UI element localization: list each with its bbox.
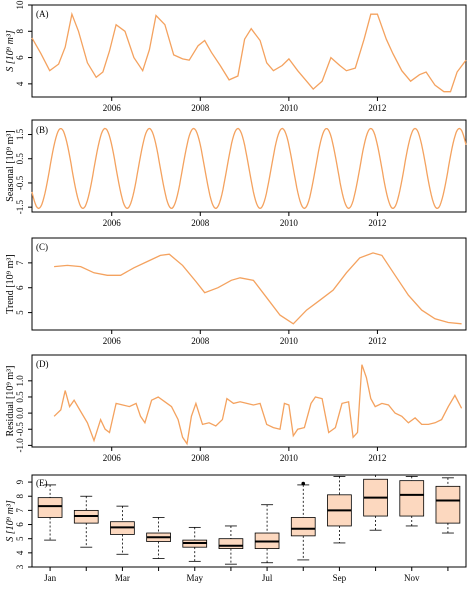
panel-d-label: (D): [36, 359, 49, 369]
box-iqr-nov: [399, 480, 425, 517]
panel-a-ylabel: S [10⁹ m³]: [5, 30, 16, 72]
panel-a-xticks: 2006 2008 2010 2012: [103, 97, 386, 113]
x-tick-label: 2010: [280, 453, 299, 463]
panel-c-label: (C): [36, 242, 48, 252]
x-tick-label: 2008: [191, 218, 210, 228]
panel-e-xticks: Jan Mar May Jul Sep Nov: [44, 567, 449, 583]
box-iqr-aug: [290, 517, 316, 537]
panel-a-frame: [31, 4, 467, 98]
panel-a-yticks: 4 6 8 10: [15, 0, 32, 86]
panel-e-ylabel: S [10⁹ m³]: [5, 500, 16, 542]
y-tick-label: 7: [15, 508, 25, 513]
x-tick-label: Nov: [404, 573, 420, 583]
panel-d-xticks: 2006 2008 2010 2012: [103, 447, 386, 463]
y-tick-label: 4: [15, 81, 25, 86]
x-tick-label: 2012: [368, 218, 386, 228]
panel-a: (A) S [10⁹ m³] 4 6 8 10 2006 2008 2010 2012: [5, 0, 467, 113]
panel-c-yticks: 5 6 7: [15, 260, 32, 315]
y-tick-label: 4: [15, 550, 25, 555]
y-tick-label: 1.0: [15, 375, 25, 387]
panel-d-yticks: -1.0-0.5 0.0 0.5 1.0: [15, 375, 32, 453]
x-tick-label: May: [187, 573, 204, 583]
box-iqr-jun: [218, 538, 244, 550]
y-tick-label: -0.5: [15, 422, 25, 437]
y-tick-label: -1.0: [15, 438, 25, 453]
x-tick-label: 2010: [280, 218, 299, 228]
panel-b: (B) Seasonal [10⁹ m³] -1.5 -0.5 0.5 1.5 200…: [5, 119, 467, 228]
y-tick-label: 6: [15, 285, 25, 290]
y-tick-label: 5: [15, 310, 25, 315]
panel-e: (E) S [10⁹ m³] 3 4 5 6 7 8 9 Jan Mar May Jul Sep No…: [5, 474, 467, 583]
panel-b-series-line: [31, 127, 467, 210]
panel-b-frame: [31, 119, 467, 213]
panel-e-frame: [31, 474, 467, 568]
x-tick-label: Sep: [333, 573, 347, 583]
panel-c-xticks: 2006 2008 2010 2012: [103, 330, 386, 346]
panel-a-series-line: [31, 11, 467, 93]
panel-c: (C) Trend [10⁹ m³] 5 6 7 2006 2008 2010 2012: [5, 237, 467, 346]
y-tick-label: 9: [15, 479, 25, 484]
x-tick-label: 2008: [191, 336, 210, 346]
x-tick-label: 2006: [103, 336, 122, 346]
x-tick-label: 2008: [191, 453, 210, 463]
x-tick-label: Mar: [115, 573, 130, 583]
panel-e-boxes: [37, 474, 461, 565]
y-tick-label: 8: [15, 493, 25, 498]
y-tick-label: 10: [15, 0, 25, 10]
y-tick-label: 0.0: [15, 407, 25, 419]
panel-c-ylabel: Trend [10⁹ m³]: [5, 254, 16, 313]
y-tick-label: 1.5: [15, 128, 25, 140]
x-tick-label: Jul: [262, 573, 273, 583]
x-tick-label: 2008: [191, 103, 210, 113]
x-tick-label: 2006: [103, 103, 122, 113]
x-tick-label: 2010: [280, 336, 299, 346]
panel-b-yticks: -1.5 -0.5 0.5 1.5: [15, 128, 32, 214]
x-tick-label: Jan: [44, 573, 56, 583]
y-tick-label: 0.5: [15, 153, 25, 165]
panel-a-label: (A): [36, 9, 49, 19]
panel-e-yticks: 3 4 5 6 7 8 9: [15, 479, 32, 569]
x-tick-label: 2010: [280, 103, 299, 113]
y-tick-label: 7: [15, 260, 25, 265]
x-tick-label: 2012: [368, 103, 386, 113]
y-tick-label: 6: [15, 55, 25, 60]
y-tick-label: 6: [15, 522, 25, 527]
x-tick-label: 2006: [103, 218, 122, 228]
box-outlier: [301, 481, 306, 486]
x-tick-label: 2006: [103, 453, 122, 463]
x-tick-label: 2012: [368, 336, 386, 346]
box-iqr-dec: [435, 485, 461, 524]
y-tick-label: 0.5: [15, 391, 25, 403]
panel-e-label: (E): [36, 478, 48, 488]
panel-b-label: (B): [36, 125, 48, 135]
panel-d-series-line: [53, 364, 463, 446]
box-iqr-jan: [37, 497, 63, 518]
panel-d-ylabel: Residual [10⁹ m³]: [5, 366, 16, 437]
x-tick-label: 2012: [368, 453, 386, 463]
panel-b-ylabel: Seasonal [10⁹ m³]: [5, 130, 16, 201]
y-tick-label: 5: [15, 536, 25, 541]
panel-b-xticks: 2006 2008 2010 2012: [103, 212, 386, 228]
panel-c-frame: [31, 237, 467, 331]
panel-d-frame: [31, 354, 467, 448]
y-tick-label: 8: [15, 29, 25, 34]
y-tick-label: -1.5: [15, 200, 25, 215]
panel-d: (D) Residual [10⁹ m³] -1.0-0.50.00.51.0 …: [5, 354, 467, 463]
y-tick-label: -0.5: [15, 175, 25, 190]
panel-c-series-line: [54, 252, 462, 325]
y-tick-label: 3: [15, 564, 25, 569]
